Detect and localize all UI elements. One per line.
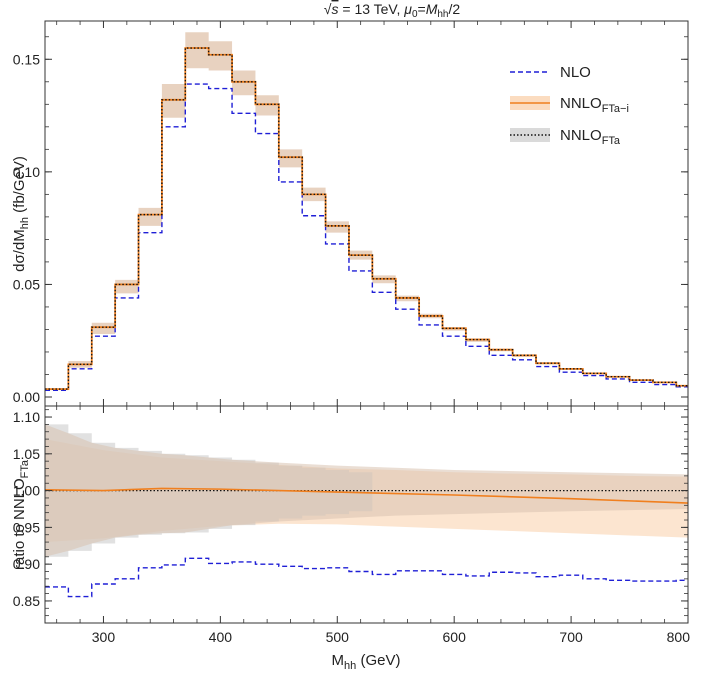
x-axis-title: Mhh (GeV) xyxy=(332,652,401,672)
ratio-series-nnlo-ftai xyxy=(44,487,689,504)
series-nnlo-ftai xyxy=(45,47,688,391)
legend: NLO NNLOFTa−i NNLOFTa xyxy=(510,64,629,147)
main-ticks: 0.00 0.05 0.10 0.15 xyxy=(13,21,689,406)
main-lines xyxy=(45,47,688,391)
ratio-y-tick-label: 1.00 xyxy=(13,483,40,499)
x-tick-label: 500 xyxy=(326,629,350,645)
ratio-series-nlo xyxy=(45,557,688,598)
ratio-y-axis-title: ratio to NNLOFTa xyxy=(11,459,31,570)
legend-band-nnlo-fta xyxy=(510,128,550,142)
x-tick-label: 400 xyxy=(209,629,233,645)
ratio-frame xyxy=(44,405,689,624)
main-bands xyxy=(45,32,688,391)
ratio-y-tick-label: 0.90 xyxy=(13,556,40,572)
x-tick-label: 600 xyxy=(443,629,467,645)
main-y-tick-label: 0.10 xyxy=(13,164,40,180)
main-y-axis-title: dσ/dMhh (fb/GeV) xyxy=(11,156,31,272)
main-y-tick-label: 0.05 xyxy=(13,276,40,292)
legend-label-nnlo-fta: NNLOFTa xyxy=(560,127,621,147)
ratio-band-overlap xyxy=(45,424,688,557)
legend-label-nlo: NLO xyxy=(560,64,591,81)
x-tick-label: 700 xyxy=(559,629,583,645)
main-y-tick-label: 0.00 xyxy=(13,389,40,405)
band-nnlo-ftai xyxy=(45,32,688,391)
legend-label-nnlo-ftai: NNLOFTa−i xyxy=(560,95,629,115)
ratio-lines xyxy=(44,487,689,598)
ratio-y-tick-label: 0.85 xyxy=(13,593,40,609)
x-tick-label: 300 xyxy=(92,629,116,645)
x-tick-label: 800 xyxy=(667,629,691,645)
main-y-tick-label: 0.15 xyxy=(13,51,40,67)
ratio-bands xyxy=(45,424,688,557)
ratio-y-tick-label: 1.05 xyxy=(13,446,40,462)
ratio-y-tick-label: 1.10 xyxy=(13,409,40,425)
ratio-ticks: 0.85 0.90 0.95 1.00 1.05 1.10 300 400 500 600 700 8… xyxy=(13,406,690,645)
chart-title: √s = 13 TeV, μ0=Mhh/2 xyxy=(324,1,461,20)
ratio-y-tick-label: 0.95 xyxy=(13,519,40,535)
